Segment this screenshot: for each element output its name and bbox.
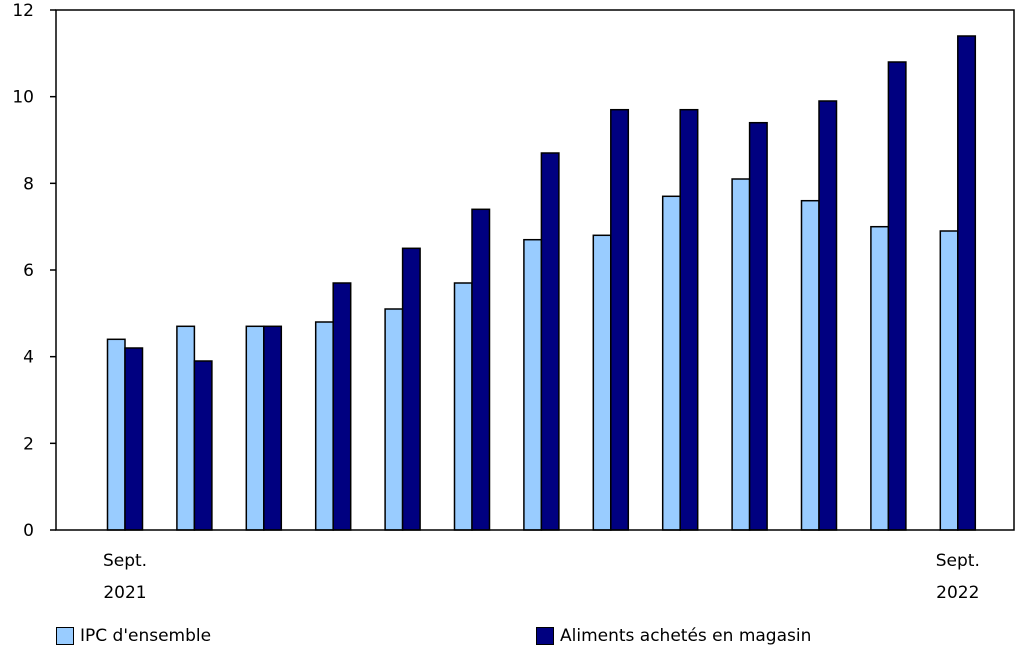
- bar-aliments-5: [471, 208, 491, 531]
- bar-aliments-9: [748, 121, 768, 531]
- bar-aliments-3: [332, 282, 352, 531]
- bar-aliments-11: [887, 61, 907, 531]
- bar-chart: 0 2 4 6 8 10 12 Sept. 2021 Sept. 2022: [12, 1, 1015, 603]
- y-axis: 0 2 4 6 8 10 12: [12, 1, 56, 541]
- bar-ipc-2: [245, 325, 265, 531]
- bar-ipc-10: [800, 199, 820, 531]
- bar-ipc-4: [384, 308, 404, 531]
- legend-swatch-ipc: [56, 627, 74, 645]
- legend-label-aliments: Aliments achetés en magasin: [560, 626, 812, 646]
- legend-item-ipc: IPC d'ensemble: [56, 626, 211, 646]
- bar-ipc-7: [592, 234, 612, 531]
- bar-ipc-9: [731, 178, 751, 531]
- bar-ipc-5: [453, 282, 473, 531]
- x-axis: Sept. 2021 Sept. 2022: [103, 551, 980, 603]
- plot-frame: [55, 9, 1015, 531]
- bar-aliments-10: [818, 100, 838, 531]
- bar-aliments-2: [263, 325, 283, 531]
- bar-aliments-8: [679, 108, 699, 531]
- legend-item-aliments: Aliments achetés en magasin: [536, 626, 811, 646]
- y-tick-label: 6: [23, 261, 34, 281]
- x-tick-label: Sept.: [103, 551, 147, 571]
- bar-ipc-11: [870, 225, 890, 531]
- bar-ipc-1: [176, 325, 196, 531]
- x-tick-label: 2021: [103, 583, 146, 603]
- bar-aliments-1: [193, 360, 213, 531]
- bar-aliments-6: [540, 152, 560, 531]
- bar-aliments-12: [957, 35, 977, 531]
- y-tick-label: 2: [23, 434, 34, 454]
- bar-ipc-8: [661, 195, 681, 531]
- y-tick-label: 0: [23, 521, 34, 541]
- bar-ipc-6: [523, 238, 543, 531]
- y-tick-label: 4: [23, 348, 34, 368]
- bar-ipc-12: [939, 230, 959, 531]
- bar-ipc-3: [314, 321, 334, 531]
- y-tick-label: 12: [12, 1, 34, 21]
- y-tick-label: 8: [23, 174, 34, 194]
- bar-aliments-0: [124, 347, 144, 531]
- x-tick-label: Sept.: [936, 551, 980, 571]
- legend-label-ipc: IPC d'ensemble: [80, 626, 212, 646]
- bars-group: [106, 35, 977, 531]
- legend-swatch-aliments: [536, 627, 554, 645]
- y-tick-label: 10: [12, 88, 34, 108]
- bar-aliments-4: [401, 247, 421, 531]
- bar-aliments-7: [610, 108, 630, 531]
- x-tick-label: 2022: [936, 583, 979, 603]
- bar-ipc-0: [106, 338, 126, 531]
